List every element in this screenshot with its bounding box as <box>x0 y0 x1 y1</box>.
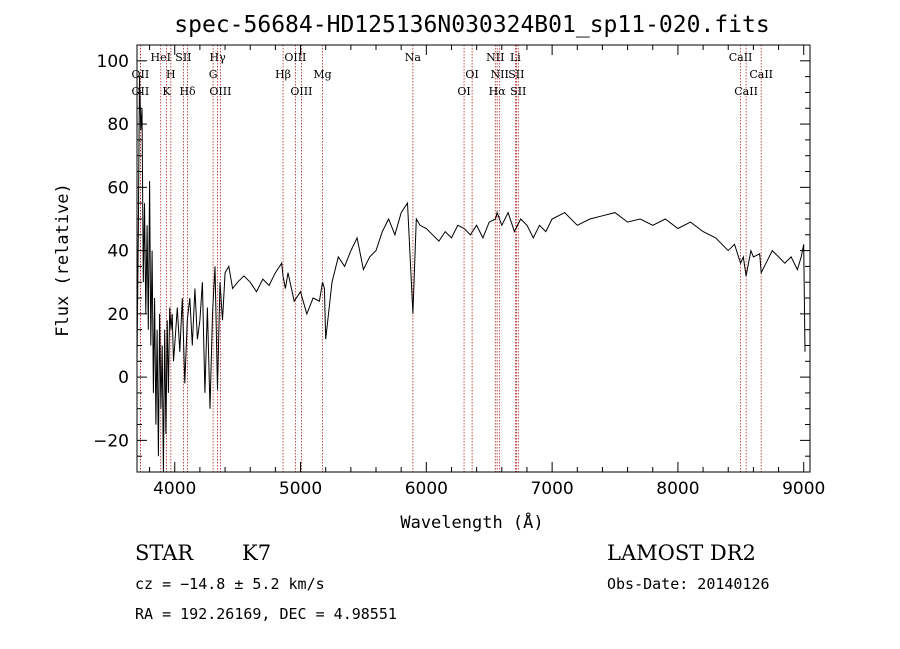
y-tick-label-60: 60 <box>107 178 129 198</box>
x-tick-label-6000: 6000 <box>405 479 448 499</box>
coordinates: RA = 192.26169, DEC = 4.98551 <box>135 605 397 623</box>
object-subclass: K7 <box>242 541 271 565</box>
marker-label-5: SII <box>175 51 191 64</box>
x-tick-label-4000: 4000 <box>153 479 196 499</box>
marker-label-20: Li <box>510 51 521 64</box>
x-tick-label-8000: 8000 <box>656 479 699 499</box>
marker-label-14: Na <box>405 51 422 64</box>
marker-label-11: OIII <box>284 51 306 64</box>
marker-label-16: OI <box>465 68 478 81</box>
marker-label-8: G <box>209 68 218 81</box>
marker-label-21: SII <box>508 68 524 81</box>
marker-label-6: Hδ <box>179 85 196 98</box>
plot-frame <box>136 44 811 473</box>
marker-label-12: OIII <box>290 85 312 98</box>
marker-label-22: SII <box>510 85 526 98</box>
marker-label-24: CaII <box>734 85 758 98</box>
emission-line-markers <box>139 45 762 472</box>
obs-date: Obs-Date: 20140126 <box>607 575 770 593</box>
survey-name: LAMOST DR2 <box>607 541 756 565</box>
x-tick-label-9000: 9000 <box>782 479 825 499</box>
y-tick-label-80: 80 <box>107 115 129 135</box>
marker-label-3: H <box>166 68 176 81</box>
marker-label-4: K <box>162 85 171 98</box>
y-tick-label-20: 20 <box>107 305 129 325</box>
marker-label-9: OIII <box>209 85 231 98</box>
x-axis-label: Wavelength (Å) <box>400 511 543 533</box>
marker-label-19: Hα <box>489 85 507 98</box>
marker-label-13: Mg <box>313 68 331 81</box>
x-tick-label-7000: 7000 <box>530 479 573 499</box>
y-tick-label-100: 100 <box>97 52 129 72</box>
marker-label-1: OII <box>132 85 150 98</box>
spectrum-line <box>136 76 806 473</box>
y-axis-label: Flux (relative) <box>53 183 73 337</box>
marker-label-17: NII <box>486 51 504 64</box>
y-tick-label-0: 0 <box>118 368 129 388</box>
marker-label-18: NII <box>491 68 509 81</box>
x-tick-label-5000: 5000 <box>279 479 322 499</box>
y-tick-label--20: −20 <box>93 431 129 451</box>
chart-title: spec-56684-HD125136N030324B01_sp11-020.f… <box>174 12 769 38</box>
y-axis-ticks: −20 0 20 40 60 80 100 <box>93 44 810 473</box>
marker-label-15: OI <box>457 85 470 98</box>
y-tick-label-40: 40 <box>107 242 129 262</box>
emission-line-labels: OIIOIIHeIHKSIIHδHγGOIIIHβOIIIOIIIMgNaOIO… <box>132 51 773 98</box>
marker-label-0: OII <box>132 68 150 81</box>
marker-label-23: CaII <box>729 51 753 64</box>
redshift-readout: cz = −14.8 ± 5.2 km/s <box>135 575 325 593</box>
x-axis-ticks: 4000 5000 6000 7000 8000 9000 <box>149 45 825 499</box>
object-class: STAR <box>135 541 194 565</box>
marker-label-2: HeI <box>151 51 171 64</box>
marker-label-10: Hβ <box>275 68 291 81</box>
marker-label-25: CaII <box>749 68 773 81</box>
marker-label-7: Hγ <box>210 51 227 64</box>
